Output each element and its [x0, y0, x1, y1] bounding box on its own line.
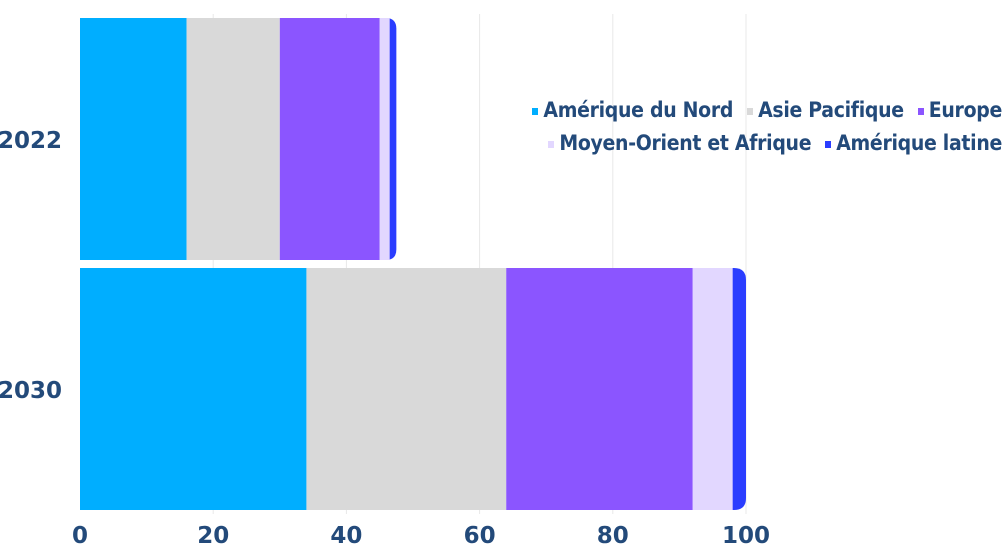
legend-label: Amérique latine	[836, 131, 1002, 155]
bar-segment-2030-4	[692, 268, 733, 510]
legend-label: Moyen-Orient et Afrique	[559, 131, 812, 155]
x-tick-label: 40	[330, 523, 362, 548]
legend-item: Amérique latine	[825, 127, 1002, 160]
x-tick-label: 0	[72, 523, 88, 548]
legend-marker	[825, 141, 832, 148]
legend-row: Moyen-Orient et Afrique Amérique latine	[440, 127, 1002, 160]
legend-item: Moyen-Orient et Afrique	[548, 127, 812, 160]
x-tick-label: 80	[597, 523, 629, 548]
legend-item: Europe	[917, 94, 1003, 127]
x-tick-label: 20	[197, 523, 229, 548]
legend: Amérique du Nord Asie Pacifique Europe Moy…	[440, 94, 1002, 160]
legend-marker	[917, 108, 924, 115]
legend-marker	[747, 108, 754, 115]
bar-segment-2030-1	[80, 268, 307, 510]
bar-segment-2030-2	[306, 268, 507, 510]
bar-segment-2022-4	[379, 18, 390, 260]
legend-item: Asie Pacifique	[747, 94, 904, 127]
x-tick-label: 60	[464, 523, 496, 548]
legend-marker	[548, 141, 555, 148]
x-tick-label: 100	[722, 523, 770, 548]
legend-row: Amérique du Nord Asie Pacifique Europe	[440, 94, 1002, 127]
bars	[80, 18, 746, 510]
y-axis-labels: 2022 2030	[0, 128, 62, 404]
legend-label: Amérique du Nord	[543, 98, 734, 122]
legend-label: Asie Pacifique	[758, 98, 904, 122]
legend-item: Amérique du Nord	[532, 94, 733, 127]
bar-segment-2030-3	[506, 268, 693, 510]
legend-label: Europe	[928, 98, 1003, 122]
bar-segment-2022-2	[186, 18, 280, 260]
legend-marker	[532, 108, 539, 115]
bar-segment-2022-1	[80, 18, 187, 260]
y-tick-label: 2022	[0, 128, 62, 154]
bar-segment-2022-3	[279, 18, 380, 260]
y-tick-label: 2030	[0, 378, 62, 404]
x-axis-labels: 0 20 40 60 80 100	[72, 523, 770, 549]
